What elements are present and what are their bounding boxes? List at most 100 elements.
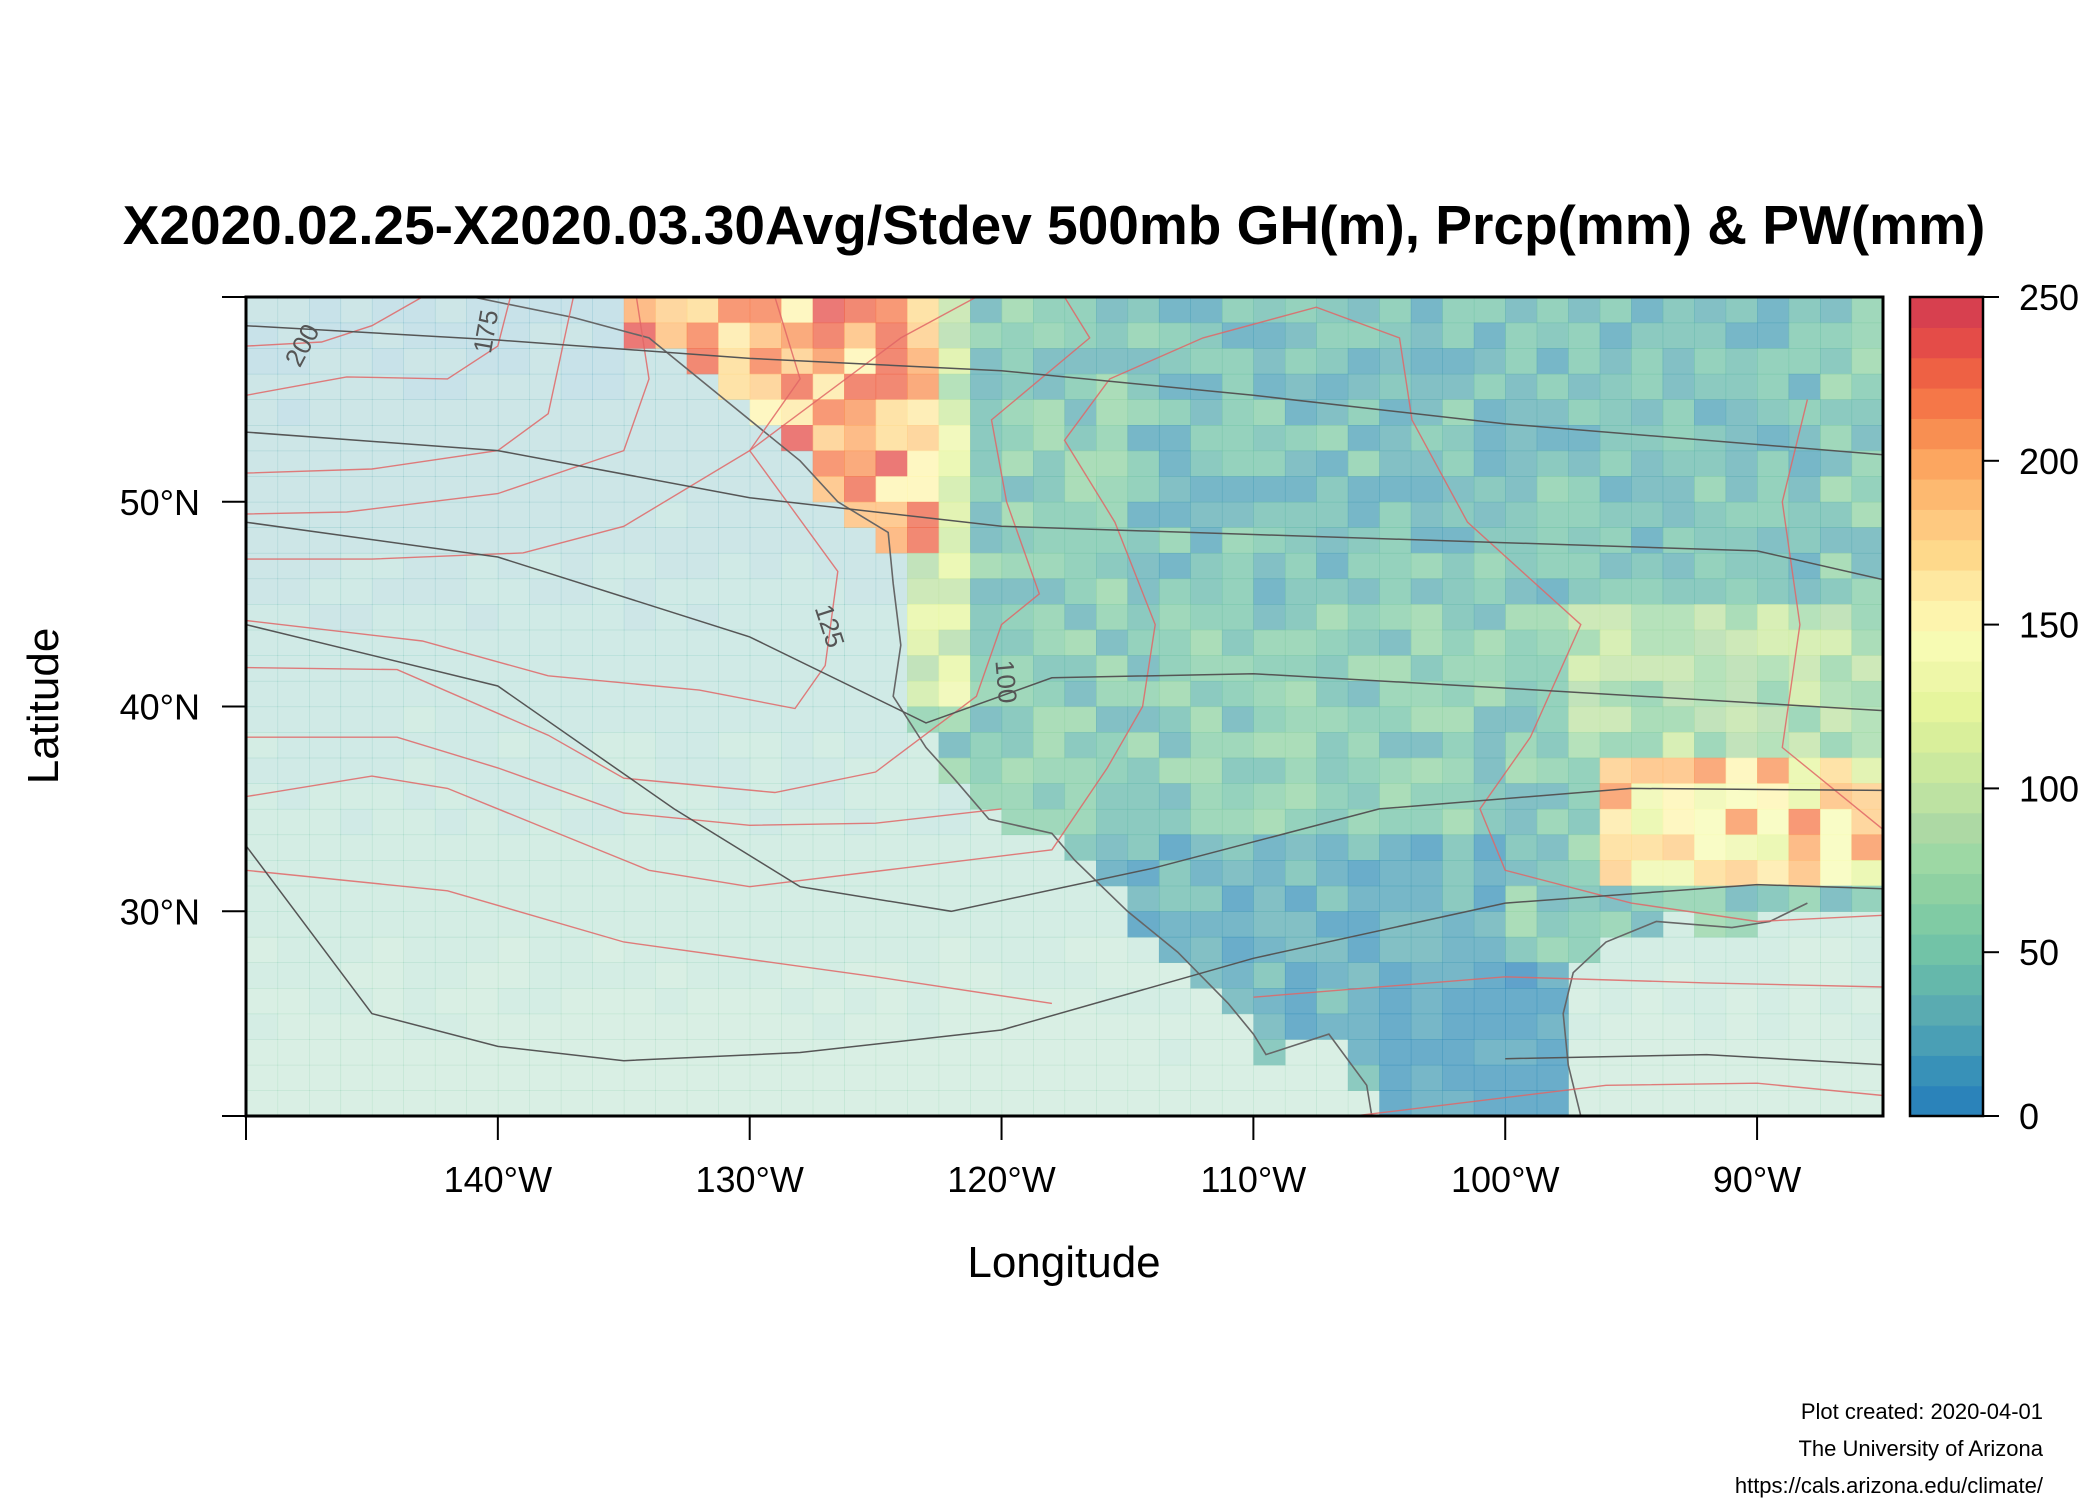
grid-cell [371,962,404,989]
grid-cell [1253,732,1286,759]
grid-cell [1662,1039,1695,1066]
grid-cell [560,604,593,631]
grid-cell [1127,1090,1160,1116]
grid-cell [938,860,971,887]
grid-cell [1284,808,1317,836]
grid-cell [1757,476,1790,503]
grid-cell [844,604,877,631]
grid-cell [907,988,940,1015]
grid-cell [277,501,310,528]
grid-cell [560,808,593,836]
grid-cell [655,911,688,938]
grid-cell [749,962,782,989]
grid-cell [1158,501,1191,528]
grid-cell [529,885,562,912]
grid-cell [1851,1064,1883,1091]
grid-cell [1379,348,1412,375]
colorbar-tick-label: 50 [2019,932,2059,973]
grid-cell [907,1064,940,1091]
grid-cell [1599,1013,1632,1040]
grid-cell [371,399,404,426]
grid-cell [686,1064,719,1091]
grid-cell [1158,962,1191,989]
grid-cell [1347,322,1380,349]
grid-cell [592,527,625,554]
grid-cell [1064,706,1097,733]
grid-cell [907,1090,940,1116]
grid-cell [812,706,845,733]
grid-cell [1631,860,1664,887]
grid-cell [1505,348,1538,375]
grid-cell [1442,988,1475,1015]
grid-cell [1505,988,1538,1015]
grid-cell [466,808,499,836]
grid-cell [1473,911,1506,938]
grid-cell [781,373,814,400]
grid-cell [466,399,499,426]
grid-cell [371,860,404,887]
pw-contour-line [246,306,1883,923]
grid-cell [371,706,404,733]
grid-cell [1662,501,1695,528]
grid-cell [1221,476,1254,503]
grid-cell [1631,655,1664,682]
grid-cell [1347,757,1380,784]
grid-cell [1316,425,1349,452]
colorbar-swatch [1910,327,1983,359]
grid-cell [1284,348,1317,375]
credit-date: Plot created: 2020-04-01 [1800,1399,2043,1424]
grid-cell [1316,783,1349,810]
grid-cell [686,732,719,759]
grid-cell [1064,552,1097,580]
grid-cell [1631,450,1664,477]
grid-cell [781,552,814,580]
grid-cell [434,399,467,426]
y-tick-label: 50°N [120,482,200,523]
grid-cell [1820,604,1853,631]
grid-cell [246,373,279,400]
grid-cell [1599,629,1632,656]
grid-cell [592,706,625,733]
x-tick-label: 140°W [444,1159,552,1200]
grid-cell [529,860,562,887]
grid-cell [1851,732,1883,759]
grid-cell [246,962,279,989]
grid-cell [592,783,625,810]
grid-cell [434,450,467,477]
grid-cell [1347,911,1380,938]
grid-cell [1568,783,1601,810]
grid-cell [340,808,373,836]
grid-cell [560,527,593,554]
grid-cell [592,911,625,938]
grid-cell [1757,834,1790,861]
grid-cell [497,680,530,708]
grid-cell [1536,860,1569,887]
grid-cell [781,783,814,810]
grid-cell [781,399,814,426]
grid-cell [1347,450,1380,477]
grid-cell [1631,757,1664,784]
pw-contour-line [246,297,650,515]
grid-cell [844,988,877,1015]
grid-cell [1631,501,1664,528]
grid-cell [466,783,499,810]
grid-cell [1662,578,1695,605]
grid-cell [1820,476,1853,503]
grid-cell [1096,1013,1129,1040]
grid-cell [970,732,1003,759]
grid-cell [655,1090,688,1116]
grid-cell [403,1064,436,1091]
grid-cell [1158,1064,1191,1091]
colorbar-swatch [1910,843,1983,874]
grid-cell [812,399,845,426]
grid-cell [938,297,971,324]
grid-cell [686,604,719,631]
grid-cell [1631,425,1664,452]
grid-cell [1631,399,1664,426]
grid-cell [340,757,373,784]
grid-cell [340,399,373,426]
grid-cell [1631,527,1664,554]
grid-cell [1221,425,1254,452]
grid-cell [875,527,908,554]
grid-cell [1284,297,1317,324]
